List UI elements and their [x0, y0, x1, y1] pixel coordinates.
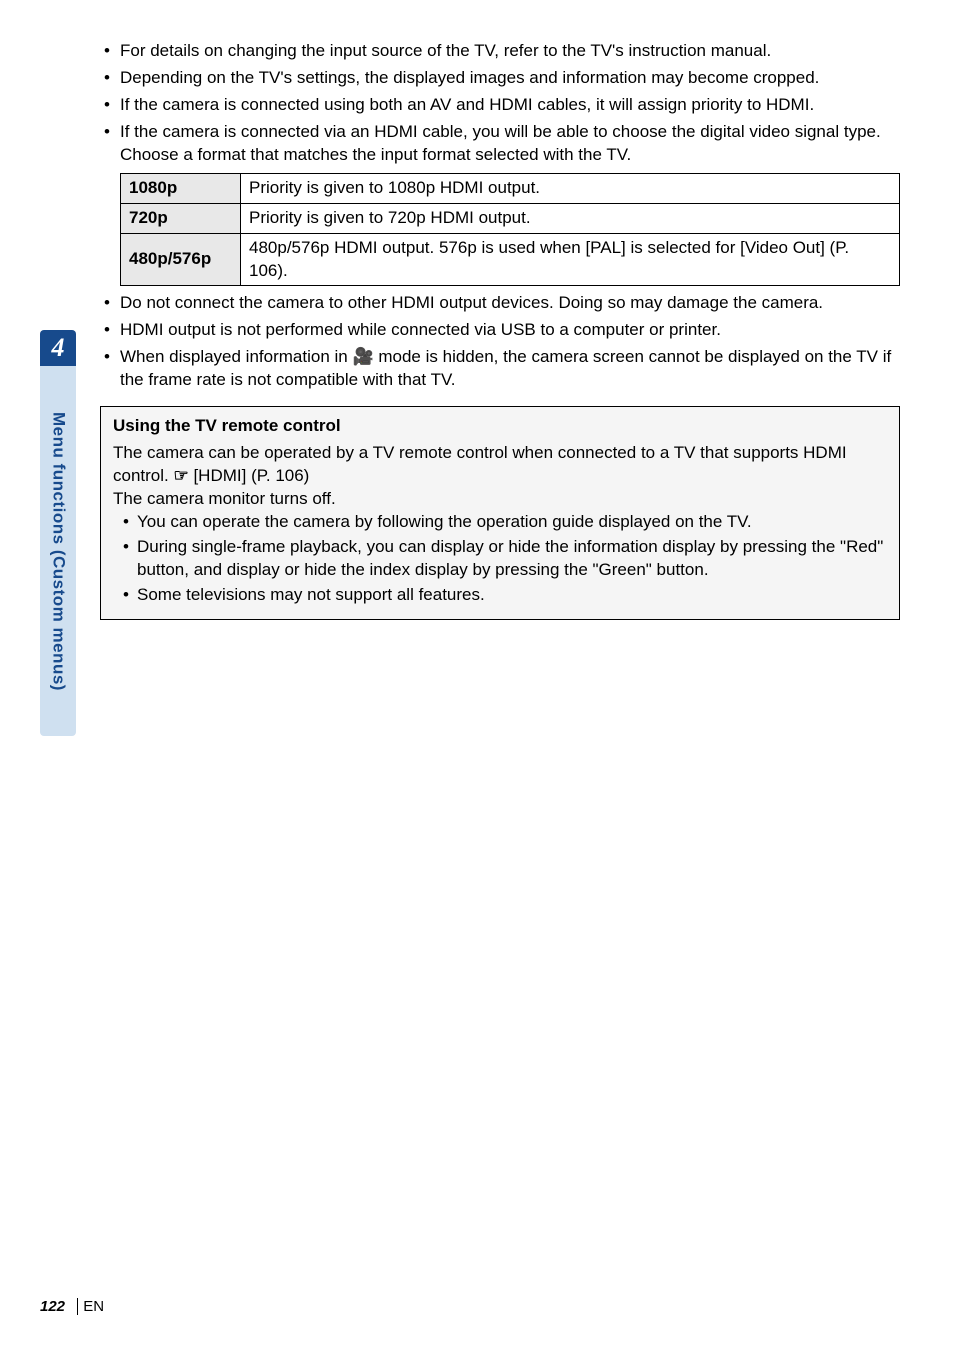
list-item: During single-frame playback, you can di… [121, 536, 887, 582]
table-row: 480p/576p 480p/576p HDMI output. 576p is… [121, 233, 900, 286]
list-item: Depending on the TV's settings, the disp… [100, 67, 900, 90]
notes-bullet-list: Do not connect the camera to other HDMI … [100, 292, 900, 392]
pointer-icon: ☞ [173, 466, 188, 485]
box-sub-list: You can operate the camera by following … [113, 511, 887, 607]
side-tab: 4 Menu functions (Custom menus) [40, 330, 76, 736]
list-item: For details on changing the input source… [100, 40, 900, 63]
list-item: If the camera is connected using both an… [100, 94, 900, 117]
page-number: 122 [40, 1298, 65, 1315]
box-paragraph: The camera can be operated by a TV remot… [113, 442, 887, 488]
list-item: HDMI output is not performed while conne… [100, 319, 900, 342]
chapter-number: 4 [40, 330, 76, 366]
table-header-cell: 1080p [121, 173, 241, 203]
tv-remote-box: Using the TV remote control The camera c… [100, 406, 900, 620]
list-item: Do not connect the camera to other HDMI … [100, 292, 900, 315]
text-span: When displayed information in [120, 347, 352, 366]
hdmi-output-table: 1080p Priority is given to 1080p HDMI ou… [120, 173, 900, 287]
table-cell: Priority is given to 1080p HDMI output. [241, 173, 900, 203]
table-cell: Priority is given to 720p HDMI output. [241, 203, 900, 233]
chapter-label: Menu functions (Custom menus) [40, 366, 76, 736]
text-span: [HDMI] (P. 106) [189, 466, 310, 485]
page-lang: EN [83, 1298, 104, 1315]
list-item: Some televisions may not support all fea… [121, 584, 887, 607]
table-header-cell: 480p/576p [121, 233, 241, 286]
box-paragraph: The camera monitor turns off. [113, 488, 887, 511]
table-cell: 480p/576p HDMI output. 576p is used when… [241, 233, 900, 286]
list-item: When displayed information in 🎥 mode is … [100, 346, 900, 392]
table-row: 720p Priority is given to 720p HDMI outp… [121, 203, 900, 233]
page-content: For details on changing the input source… [100, 40, 900, 620]
intro-bullet-list: For details on changing the input source… [100, 40, 900, 167]
table-header-cell: 720p [121, 203, 241, 233]
list-item: If the camera is connected via an HDMI c… [100, 121, 900, 167]
table-row: 1080p Priority is given to 1080p HDMI ou… [121, 173, 900, 203]
movie-mode-icon: 🎥 [352, 346, 373, 369]
list-item: You can operate the camera by following … [121, 511, 887, 534]
page-footer: 122 EN [40, 1297, 104, 1317]
footer-divider [77, 1298, 78, 1315]
box-title: Using the TV remote control [113, 415, 887, 438]
